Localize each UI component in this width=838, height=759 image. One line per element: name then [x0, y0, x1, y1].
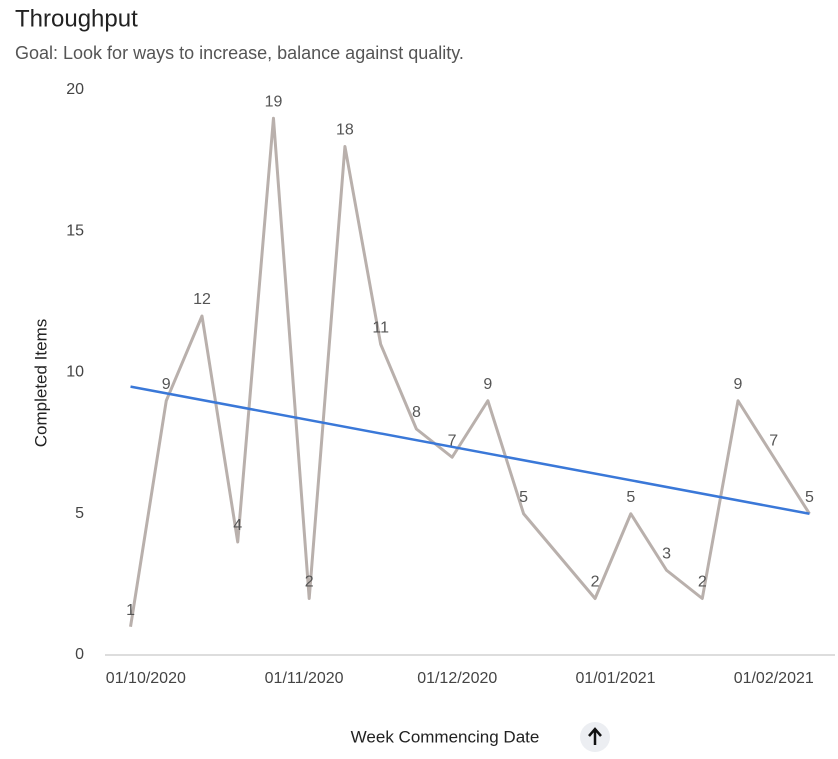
- trend-line: [130, 385, 810, 515]
- x-tick-label: 01/11/2020: [265, 670, 344, 687]
- value-label: 8: [412, 404, 421, 421]
- value-label: 7: [448, 432, 457, 449]
- x-axis-label: Week Commencing Date: [351, 727, 540, 746]
- value-label: 2: [591, 574, 600, 591]
- y-tick-label: 10: [66, 364, 84, 381]
- value-label: 9: [162, 376, 171, 393]
- value-label: 11: [372, 319, 389, 336]
- value-label: 5: [519, 489, 528, 506]
- value-label: 2: [305, 574, 314, 591]
- x-tick-label: 01/10/2020: [106, 670, 186, 687]
- value-label: 1: [126, 602, 135, 619]
- value-label: 7: [769, 432, 778, 449]
- value-label: 9: [734, 376, 743, 393]
- sort-arrow[interactable]: [588, 727, 602, 745]
- value-label: 5: [805, 489, 814, 506]
- value-label: 18: [336, 122, 354, 139]
- y-axis-label: Completed Items: [31, 319, 50, 448]
- value-label: 9: [483, 376, 492, 393]
- y-tick-label: 0: [75, 646, 84, 663]
- x-tick-label: 01/02/2021: [734, 670, 814, 687]
- value-label: 2: [698, 574, 707, 591]
- chart-title: Throughput: [15, 5, 138, 32]
- x-tick-label: 01/01/2021: [575, 670, 655, 687]
- value-label: 4: [233, 517, 242, 534]
- y-tick-label: 20: [66, 81, 84, 98]
- value-label: 12: [193, 291, 211, 308]
- value-label: 3: [662, 545, 671, 562]
- value-label: 19: [265, 93, 283, 110]
- y-tick-label: 5: [75, 505, 84, 522]
- sort-button[interactable]: [580, 722, 610, 752]
- y-tick-label: 15: [66, 222, 84, 239]
- chart-subtitle: Goal: Look for ways to increase, balance…: [15, 43, 464, 63]
- data-line: [129, 116, 811, 627]
- value-label: 5: [626, 489, 635, 506]
- x-tick-label: 01/12/2020: [417, 670, 497, 687]
